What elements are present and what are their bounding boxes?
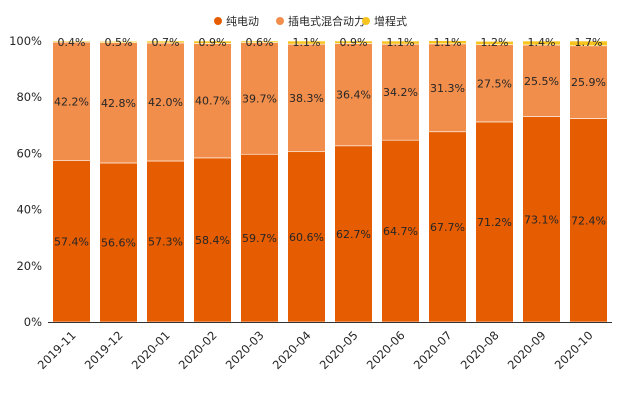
y-tick-label: 100% [9,34,42,48]
x-tick-label: 2019-11 [35,328,79,372]
data-label-series-1: 62.7% [336,228,371,241]
data-label-series-2: 31.3% [430,82,465,95]
data-label-series-3: 1.1% [434,36,462,49]
x-tick-label: 2020-09 [505,328,549,372]
bar-segment-1 [334,145,373,323]
bar-segment-3 [240,40,279,43]
legend-marker-2 [276,17,284,25]
bars [52,40,608,323]
bar-segment-1 [52,160,91,323]
data-label-series-3: 1.4% [528,36,556,49]
bar-segment-1 [522,116,561,323]
bar-segment-1 [193,157,232,323]
bar-segment-2 [381,43,420,141]
data-label-series-3: 0.9% [340,36,368,49]
legend-label-3: 增程式 [374,14,407,28]
legend: 纯电动 插电式混合动力 增程式 [214,14,407,28]
data-label-series-2: 36.4% [336,89,371,102]
bar-segment-2 [193,43,232,159]
data-label-series-3: 0.9% [199,36,227,49]
legend-label-2: 插电式混合动力 [288,14,365,28]
bar-segment-3 [193,40,232,44]
data-label-series-2: 34.2% [383,86,418,99]
bar-segment-2 [428,43,467,133]
bar-segment-3 [334,40,373,44]
data-label-series-2: 42.8% [101,97,136,110]
data-label-series-1: 58.4% [195,234,230,247]
data-label-series-2: 42.0% [148,96,183,109]
bar-segment-3 [381,40,420,45]
bar-segment-3 [428,40,467,45]
data-label-series-1: 67.7% [430,221,465,234]
legend-label-1: 纯电动 [226,15,259,28]
x-tick-label: 2020-06 [364,328,408,372]
data-label-series-3: 1.1% [387,36,415,49]
legend-marker-3 [362,17,370,25]
y-axis: 0% 20% 40% 60% 80% 100% [9,34,42,329]
bar-segment-2 [99,42,138,164]
bar-segment-2 [287,43,326,153]
x-axis: 2019-11 2019-12 2020-01 2020-02 2020-03 2020-… [35,322,612,372]
bar-segment-1 [287,151,326,323]
x-tick-label: 2020-05 [317,328,361,372]
bar-segment-1 [240,153,279,323]
bar-segment-2 [475,44,514,123]
bar-segment-3 [146,40,185,44]
x-tick-label: 2020-07 [411,328,455,372]
x-tick-label: 2020-01 [129,328,173,372]
bar-segment-1 [475,121,514,323]
bar-segment-3 [52,40,91,43]
data-label-series-1: 57.3% [148,235,183,248]
data-label-series-3: 0.5% [105,36,133,49]
data-label-series-1: 71.2% [477,216,512,229]
bar-segment-1 [381,139,420,323]
bar-segment-2 [52,41,91,162]
bar-segment-1 [428,131,467,323]
x-tick-label: 2020-08 [458,328,502,372]
y-tick-label: 60% [16,146,42,160]
data-label-series-1: 56.6% [101,236,136,249]
x-tick-label: 2020-04 [270,328,314,372]
data-label-series-1: 57.4% [54,235,89,248]
bar-segment-2 [522,44,561,117]
data-label-series-3: 0.6% [246,36,274,49]
bar-segment-1 [569,118,608,323]
bar-segment-3 [569,40,608,47]
data-label-series-1: 73.1% [524,213,559,226]
y-tick-label: 80% [16,90,42,104]
data-label-series-1: 72.4% [571,214,606,227]
bar-segment-2 [240,42,279,155]
data-label-series-3: 1.2% [481,36,509,49]
legend-marker-1 [214,17,222,25]
data-label-series-3: 0.7% [152,36,180,49]
data-label-series-3: 1.7% [575,36,603,49]
y-tick-label: 0% [24,315,42,329]
data-label-series-2: 38.3% [289,92,324,105]
data-label-series-1: 60.6% [289,231,324,244]
data-label-series-1: 59.7% [242,232,277,245]
data-label-series-3: 1.1% [293,36,321,49]
x-tick-label: 2020-10 [552,328,596,372]
bar-segment-3 [287,40,326,45]
y-tick-label: 40% [16,203,42,217]
bar-segment-2 [569,45,608,119]
bar-segment-3 [99,40,138,43]
y-tick-label: 20% [16,259,42,273]
data-labels: 57.4% 42.2% 0.4% 56.6% 42.8% 0.5% 57.3% 42.0% 0.… [54,36,606,249]
bar-segment-1 [99,162,138,323]
bar-segment-3 [475,40,514,45]
data-label-series-2: 42.2% [54,95,89,108]
data-label-series-2: 27.5% [477,77,512,90]
data-label-series-2: 25.9% [571,76,606,89]
data-label-series-2: 39.7% [242,92,277,105]
data-label-series-3: 0.4% [58,36,86,49]
bar-segment-3 [522,40,561,46]
data-label-series-2: 25.5% [524,75,559,88]
data-label-series-2: 40.7% [195,95,230,108]
x-tick-label: 2020-02 [176,328,220,372]
data-label-series-1: 64.7% [383,225,418,238]
x-tick-label: 2019-12 [82,328,126,372]
x-tick-label: 2020-03 [223,328,267,372]
